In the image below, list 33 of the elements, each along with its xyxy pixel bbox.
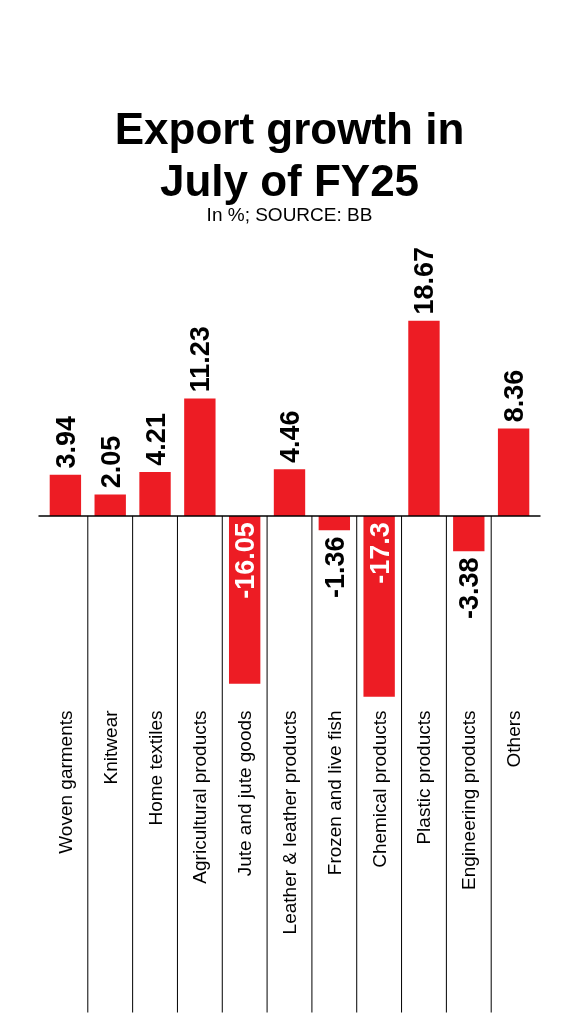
x-tick-label: Home textiles: [144, 710, 166, 826]
x-tick-label: Agricultural products: [189, 710, 211, 884]
x-tick-label: Jute and jute goods: [234, 710, 256, 877]
bar: [139, 471, 171, 516]
data-label: -17.3: [364, 522, 395, 584]
data-label: 4.21: [140, 413, 171, 466]
bar: [318, 515, 351, 531]
x-tick-label: Woven garments: [54, 710, 76, 854]
x-tick-label: Engineering products: [458, 710, 480, 891]
bar: [273, 469, 306, 516]
bar: [49, 474, 82, 516]
bar: [408, 320, 440, 516]
x-tick-label: Frozen and live fish: [323, 710, 345, 876]
data-label: -1.36: [319, 536, 350, 598]
chart-subtitle: In %; SOURCE: BB: [206, 204, 373, 225]
data-label: 11.23: [185, 326, 216, 393]
bar: [184, 398, 216, 516]
data-label: -3.38: [454, 557, 485, 620]
x-tick-label: Plastic products: [413, 710, 435, 845]
data-label: 3.94: [50, 415, 81, 469]
x-tick-label: Knitwear: [99, 709, 121, 785]
bar: [497, 428, 530, 516]
data-label: -16.05: [230, 522, 261, 599]
bar: [453, 515, 485, 552]
data-label: 4.46: [275, 410, 305, 464]
data-label: 8.36: [499, 369, 530, 423]
x-tick-label: Leather & leather products: [279, 710, 300, 935]
bar: [363, 515, 395, 697]
x-tick-label: Others: [503, 710, 525, 768]
data-label: 18.67: [409, 246, 440, 315]
data-label: 2.05: [95, 435, 126, 489]
bar: [94, 494, 126, 516]
x-tick-label: Chemical products: [368, 710, 390, 868]
